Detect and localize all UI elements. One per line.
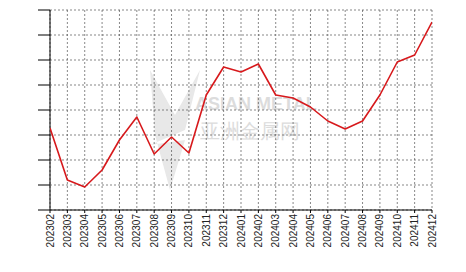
grid-line (414, 10, 415, 210)
x-tick-label: 202308 (149, 214, 160, 248)
y-axis (50, 10, 51, 210)
x-tick (293, 210, 294, 213)
x-tick (206, 210, 207, 213)
y-tick (38, 110, 50, 111)
x-tick-label: 202405 (305, 214, 316, 248)
grid-line (223, 10, 224, 210)
x-tick (84, 210, 85, 213)
grid-line (188, 10, 189, 210)
y-tick (38, 35, 50, 36)
x-tick-label: 202408 (357, 214, 368, 248)
x-tick (414, 210, 415, 213)
grid-line (50, 185, 432, 186)
grid-line (362, 10, 363, 210)
x-tick-label: 202306 (114, 214, 125, 248)
grid-line (50, 85, 432, 86)
x-tick-label: 202411 (409, 214, 420, 247)
grid-line (50, 10, 51, 210)
grid-line (275, 10, 276, 210)
y-tick (38, 85, 50, 86)
x-tick-label: 202404 (288, 214, 299, 248)
grid-line (310, 10, 311, 210)
x-tick-label: 202410 (392, 214, 403, 248)
y-tick (38, 210, 50, 211)
x-tick (362, 210, 363, 213)
grid-line (327, 10, 328, 210)
x-tick (67, 210, 68, 213)
x-tick-label: 202412 (427, 214, 438, 248)
x-tick (432, 210, 433, 213)
grid-line (345, 10, 346, 210)
grid-line (258, 10, 259, 210)
grid-line (206, 10, 207, 210)
y-tick (38, 60, 50, 61)
x-tick (223, 210, 224, 213)
watermark: ASIAN METAL 亚洲金属网 (150, 70, 317, 190)
x-tick (258, 210, 259, 213)
x-tick-label: 202403 (270, 214, 281, 248)
y-tick (38, 135, 50, 136)
x-tick-label: 202307 (131, 214, 142, 248)
x-tick (171, 210, 172, 213)
grid-line (379, 10, 380, 210)
grid-line (432, 10, 433, 210)
x-tick (119, 210, 120, 213)
x-tick-label: 202402 (253, 214, 264, 248)
x-tick (241, 210, 242, 213)
x-tick-label: 202302 (45, 214, 56, 248)
x-tick (345, 210, 346, 213)
x-tick (379, 210, 380, 213)
watermark-text: 亚洲金属网 (200, 120, 300, 142)
x-tick-label: 202407 (340, 214, 351, 248)
grid-line (102, 10, 103, 210)
x-tick (188, 210, 189, 213)
x-tick (275, 210, 276, 213)
grid-line (84, 10, 85, 210)
x-tick-label: 202312 (218, 214, 229, 248)
y-tick (38, 10, 50, 11)
y-tick (38, 160, 50, 161)
plot-area (50, 22, 432, 187)
grid-line (119, 10, 120, 210)
x-tick (154, 210, 155, 213)
x-tick (136, 210, 137, 213)
y-tick (38, 185, 50, 186)
grid-line (154, 10, 155, 210)
x-tick-label: 202304 (79, 214, 90, 248)
grid-line (136, 10, 137, 210)
chart: ASIAN METAL 亚洲金属网 202302 202303 202304 202305… (0, 0, 466, 272)
x-tick-label: 202311 (201, 214, 212, 247)
x-tick-label: 202305 (97, 214, 108, 248)
x-tick-label: 202409 (374, 214, 385, 248)
x-tick (310, 210, 311, 213)
grid-line (241, 10, 242, 210)
grid-line (293, 10, 294, 210)
grid-line (171, 10, 172, 210)
watermark-text: ASIAN METAL (195, 94, 317, 114)
series-line (50, 22, 432, 187)
x-tick (397, 210, 398, 213)
x-tick-label: 202310 (183, 214, 194, 248)
x-tick-label: 202309 (166, 214, 177, 248)
x-tick (102, 210, 103, 213)
x-tick (327, 210, 328, 213)
watermark-logo (150, 70, 200, 190)
x-tick (50, 210, 51, 213)
grid-line (397, 10, 398, 210)
x-tick-label: 202401 (236, 214, 247, 248)
x-tick-label: 202303 (62, 214, 73, 248)
x-tick-label: 202406 (322, 214, 333, 248)
